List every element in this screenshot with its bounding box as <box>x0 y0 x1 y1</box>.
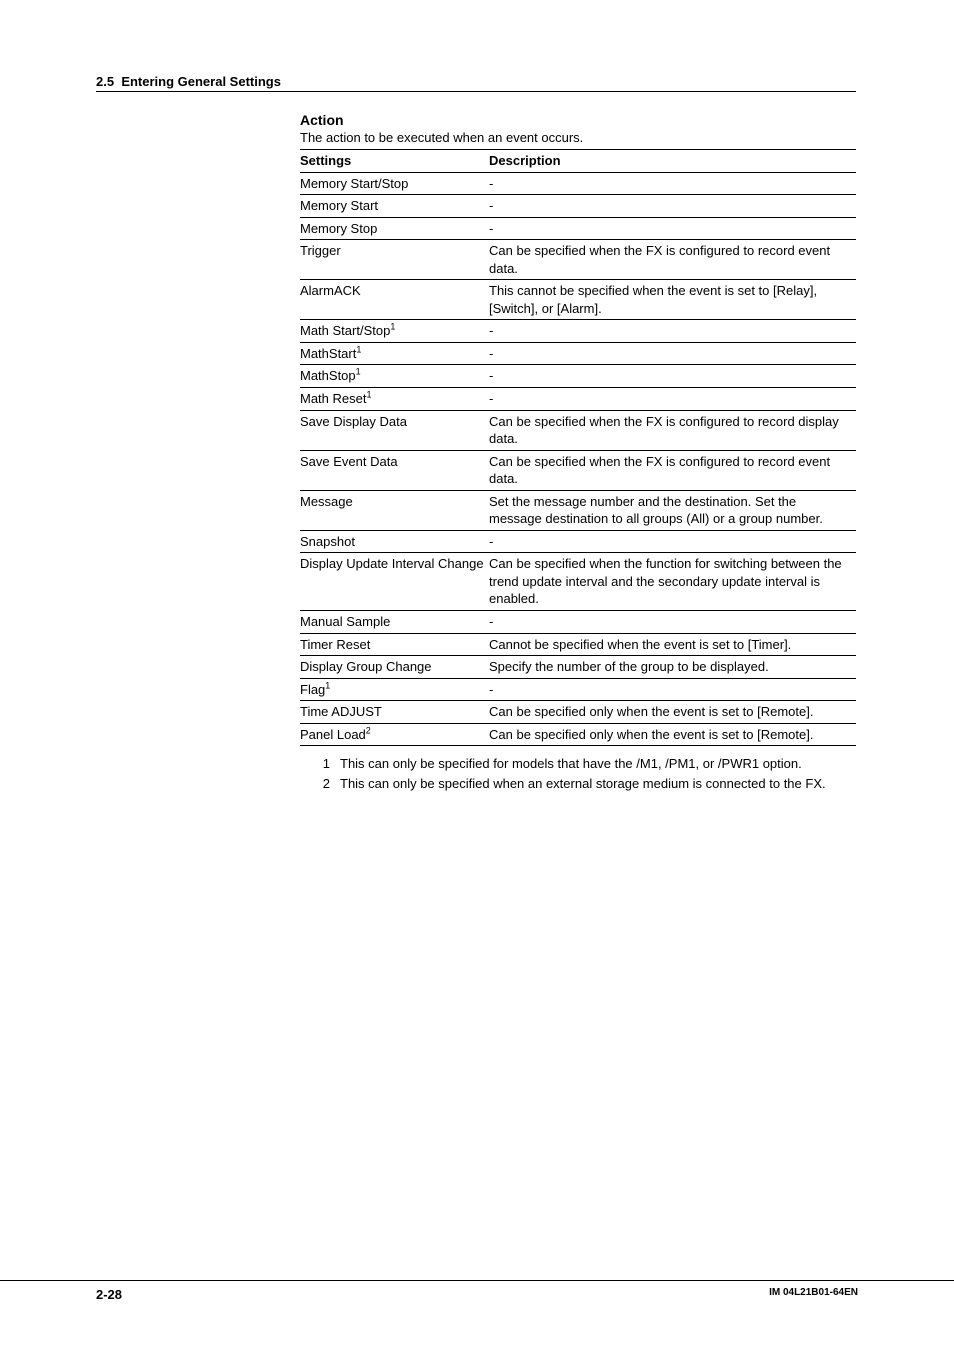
setting-name: MathStart1 <box>300 342 489 365</box>
th-description: Description <box>489 150 856 173</box>
footnotes: 1This can only be specified for models t… <box>300 754 856 793</box>
footer: 2-28 IM 04L21B01-64EN <box>0 1280 954 1302</box>
table-row: Snapshot- <box>300 530 856 553</box>
table-row: MathStart1- <box>300 342 856 365</box>
table-row: Display Update Interval ChangeCan be spe… <box>300 553 856 611</box>
table-row: AlarmACKThis cannot be specified when th… <box>300 280 856 320</box>
footnote-number: 2 <box>300 774 340 794</box>
setting-description: - <box>489 217 856 240</box>
setting-sup: 1 <box>390 322 395 332</box>
setting-description: Can be specified when the function for s… <box>489 553 856 611</box>
table-row: MessageSet the message number and the de… <box>300 490 856 530</box>
setting-description: Can be specified only when the event is … <box>489 723 856 746</box>
setting-description: - <box>489 678 856 701</box>
table-row: Time ADJUSTCan be specified only when th… <box>300 701 856 724</box>
setting-name: Manual Sample <box>300 611 489 634</box>
setting-description: - <box>489 365 856 388</box>
setting-name: Math Reset1 <box>300 388 489 411</box>
setting-name: Snapshot <box>300 530 489 553</box>
footnote-text: This can only be specified for models th… <box>340 754 856 774</box>
setting-description: Cannot be specified when the event is se… <box>489 633 856 656</box>
action-intro: The action to be executed when an event … <box>300 130 856 145</box>
table-row: Save Event DataCan be specified when the… <box>300 450 856 490</box>
footnote: 2This can only be specified when an exte… <box>300 774 856 794</box>
table-row: Manual Sample- <box>300 611 856 634</box>
setting-name: Save Display Data <box>300 410 489 450</box>
setting-name: Display Group Change <box>300 656 489 679</box>
setting-description: Can be specified when the FX is configur… <box>489 410 856 450</box>
table-row: Math Reset1- <box>300 388 856 411</box>
setting-description: This cannot be specified when the event … <box>489 280 856 320</box>
table-row: Memory Stop- <box>300 217 856 240</box>
table-row: Memory Start/Stop- <box>300 172 856 195</box>
setting-sup: 1 <box>356 345 361 355</box>
setting-name: Message <box>300 490 489 530</box>
table-row: Math Start/Stop1- <box>300 320 856 343</box>
table-row: Save Display DataCan be specified when t… <box>300 410 856 450</box>
setting-description: - <box>489 320 856 343</box>
setting-description: - <box>489 388 856 411</box>
table-row: Display Group ChangeSpecify the number o… <box>300 656 856 679</box>
setting-sup: 2 <box>366 725 371 735</box>
settings-table: Settings Description Memory Start/Stop-M… <box>300 149 856 746</box>
section-title: Entering General Settings <box>121 74 281 89</box>
footnote-number: 1 <box>300 754 340 774</box>
setting-name: Flag1 <box>300 678 489 701</box>
doc-id: IM 04L21B01-64EN <box>769 1287 858 1302</box>
setting-description: - <box>489 530 856 553</box>
setting-name: Memory Stop <box>300 217 489 240</box>
action-title: Action <box>300 112 856 128</box>
setting-description: - <box>489 195 856 218</box>
setting-name: Time ADJUST <box>300 701 489 724</box>
page: 2.5 Entering General Settings Action The… <box>0 0 954 1350</box>
setting-name: Math Start/Stop1 <box>300 320 489 343</box>
table-row: Timer ResetCannot be specified when the … <box>300 633 856 656</box>
setting-description: Can be specified when the FX is configur… <box>489 240 856 280</box>
footnote: 1This can only be specified for models t… <box>300 754 856 774</box>
setting-description: Set the message number and the destinati… <box>489 490 856 530</box>
setting-sup: 1 <box>325 680 330 690</box>
setting-name: Timer Reset <box>300 633 489 656</box>
setting-description: Specify the number of the group to be di… <box>489 656 856 679</box>
setting-description: Can be specified when the FX is configur… <box>489 450 856 490</box>
setting-name: Memory Start/Stop <box>300 172 489 195</box>
setting-name: Save Event Data <box>300 450 489 490</box>
page-number: 2-28 <box>96 1287 122 1302</box>
setting-name: Panel Load2 <box>300 723 489 746</box>
content-region: Action The action to be executed when an… <box>300 112 856 793</box>
th-settings: Settings <box>300 150 489 173</box>
footnote-text: This can only be specified when an exter… <box>340 774 856 794</box>
setting-description: - <box>489 172 856 195</box>
table-row: Panel Load2Can be specified only when th… <box>300 723 856 746</box>
section-number: 2.5 <box>96 74 114 89</box>
table-row: Flag1- <box>300 678 856 701</box>
setting-description: Can be specified only when the event is … <box>489 701 856 724</box>
table-row: MathStop1- <box>300 365 856 388</box>
section-heading: 2.5 Entering General Settings <box>96 74 856 92</box>
setting-sup: 1 <box>356 367 361 377</box>
setting-sup: 1 <box>366 390 371 400</box>
table-header-row: Settings Description <box>300 150 856 173</box>
setting-description: - <box>489 342 856 365</box>
setting-name: MathStop1 <box>300 365 489 388</box>
setting-name: Display Update Interval Change <box>300 553 489 611</box>
table-row: Memory Start- <box>300 195 856 218</box>
setting-name: AlarmACK <box>300 280 489 320</box>
setting-name: Memory Start <box>300 195 489 218</box>
table-row: TriggerCan be specified when the FX is c… <box>300 240 856 280</box>
setting-name: Trigger <box>300 240 489 280</box>
setting-description: - <box>489 611 856 634</box>
